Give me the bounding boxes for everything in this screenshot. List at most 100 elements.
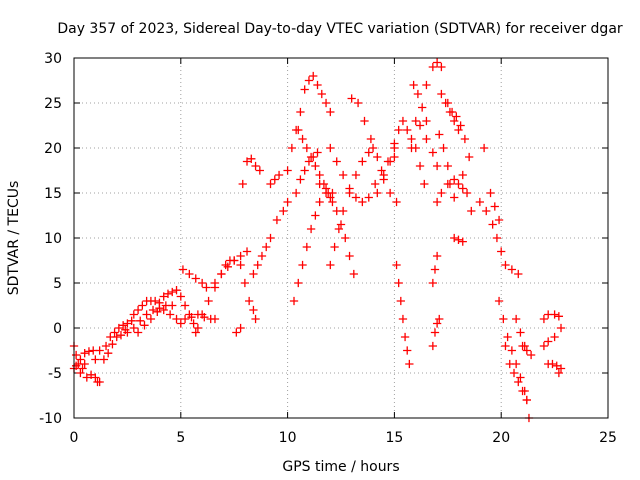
data-point: [554, 368, 564, 378]
data-point: [398, 116, 408, 126]
data-point: [210, 278, 220, 288]
data-point: [80, 359, 89, 369]
data-point: [516, 373, 525, 382]
data-point: [236, 323, 245, 333]
data-point: [129, 310, 138, 319]
data-point: [95, 377, 104, 387]
data-point: [251, 161, 260, 171]
data-point: [507, 346, 517, 355]
data-point: [311, 161, 320, 171]
data-point: [193, 323, 203, 333]
data-point: [202, 283, 211, 292]
data-point: [270, 175, 279, 184]
data-point: [302, 143, 311, 153]
data-point: [539, 341, 549, 351]
data-point: [298, 260, 307, 270]
data-point: [313, 80, 322, 90]
data-point: [151, 296, 160, 306]
data-point: [159, 292, 168, 301]
data-point: [394, 125, 403, 135]
data-point: [420, 179, 429, 189]
data-point: [317, 89, 326, 99]
data-point: [373, 188, 382, 198]
plot-border: [73, 57, 609, 419]
data-point: [315, 170, 324, 180]
data-point: [409, 80, 418, 90]
data-point: [326, 143, 335, 153]
data-point: [411, 116, 420, 126]
data-point: [432, 161, 442, 171]
y-tick-label: 15: [44, 186, 62, 202]
data-point: [539, 314, 549, 324]
data-point: [236, 260, 245, 270]
data-point: [556, 364, 566, 373]
data-point: [146, 314, 156, 324]
y-tick-label: -10: [39, 411, 62, 427]
data-point: [458, 237, 467, 246]
data-point: [443, 98, 452, 108]
data-point: [467, 206, 476, 216]
data-point: [418, 103, 427, 112]
data-point: [311, 211, 320, 220]
data-point: [422, 116, 431, 126]
data-point: [437, 62, 446, 72]
data-point: [180, 301, 190, 310]
data-point: [289, 296, 299, 306]
data-point: [172, 314, 181, 324]
data-point: [411, 143, 420, 153]
y-tick-label: 30: [44, 51, 62, 67]
data-point: [279, 206, 288, 216]
data-point: [251, 314, 260, 324]
data-point: [321, 98, 331, 108]
y-tick-label: 5: [53, 276, 62, 292]
data-point: [458, 184, 467, 193]
data-point: [148, 305, 158, 315]
data-point: [403, 125, 412, 135]
data-point: [204, 296, 213, 306]
data-point: [313, 148, 322, 157]
data-point: [338, 170, 348, 180]
data-point: [450, 233, 459, 243]
data-point: [437, 89, 446, 99]
data-point: [76, 368, 85, 378]
data-point: [430, 328, 440, 337]
data-point: [514, 377, 523, 387]
data-point: [415, 121, 425, 130]
data-point: [84, 347, 94, 356]
data-point: [514, 269, 523, 279]
data-point: [116, 331, 126, 340]
data-point: [392, 197, 401, 207]
data-point: [242, 247, 252, 256]
data-point: [262, 242, 271, 252]
data-point: [249, 269, 258, 279]
data-point: [503, 332, 512, 342]
x-tick-labels: 0 5 10 15 20 25: [70, 430, 617, 446]
data-point: [364, 193, 373, 202]
data-point: [283, 197, 292, 207]
data-point: [296, 175, 305, 184]
data-point: [550, 310, 559, 319]
data-point: [123, 328, 132, 337]
y-tick-label: 0: [53, 321, 62, 337]
data-point: [501, 341, 510, 351]
data-point: [326, 260, 335, 270]
data-point: [522, 395, 531, 405]
data-point: [140, 321, 149, 330]
data-point: [432, 251, 442, 261]
data-point: [108, 340, 117, 349]
data-point: [522, 346, 531, 355]
data-point: [80, 349, 89, 358]
data-point: [326, 193, 335, 202]
data-point: [334, 224, 344, 234]
data-point: [133, 328, 143, 337]
data-point: [345, 184, 354, 193]
data-point: [165, 310, 175, 319]
data-point: [479, 143, 489, 153]
data-point: [300, 166, 309, 175]
data-point: [497, 247, 506, 256]
data-point: [345, 251, 354, 261]
data-point: [447, 107, 457, 117]
data-point: [178, 265, 188, 274]
data-point: [548, 359, 557, 369]
data-point: [428, 341, 437, 351]
